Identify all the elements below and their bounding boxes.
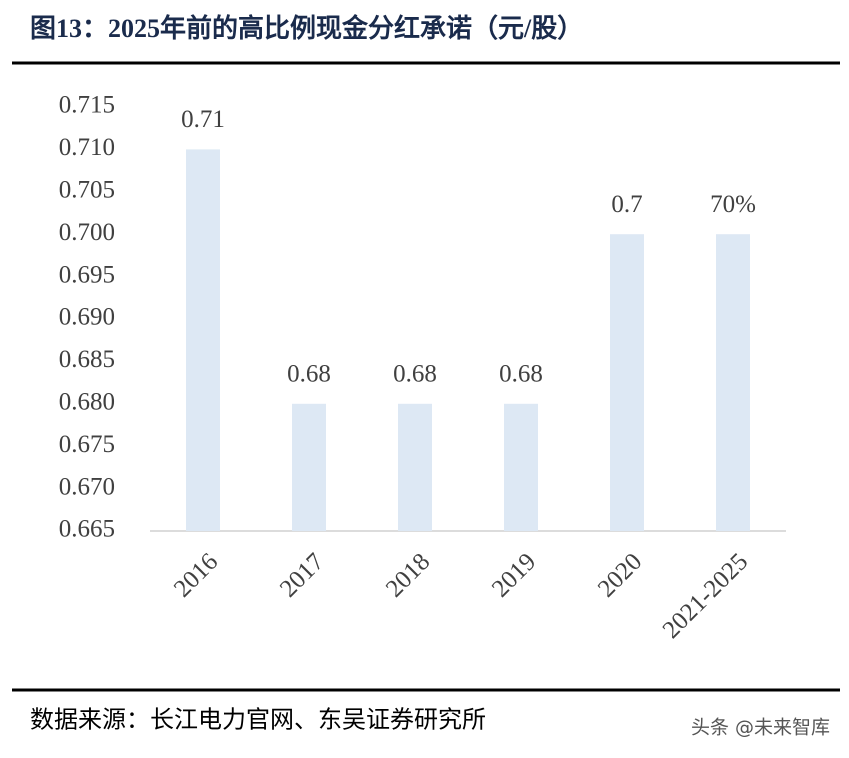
watermark: 头条 @未来智库 — [691, 717, 830, 739]
x-tick-label: 2021-2025 — [658, 548, 754, 644]
y-tick-label: 0.670 — [59, 473, 115, 500]
value-label: 70% — [710, 191, 756, 218]
value-label: 0.7 — [611, 191, 642, 218]
bar — [504, 403, 538, 531]
value-label: 0.71 — [181, 106, 225, 133]
bar — [292, 403, 326, 531]
x-tick-label: 2018 — [381, 548, 435, 602]
y-tick-label: 0.715 — [59, 92, 115, 119]
value-label: 0.68 — [499, 361, 543, 388]
y-tick-label: 0.700 — [59, 219, 115, 246]
bar — [186, 149, 220, 531]
source-note: 数据来源：长江电力官网、东吴证券研究所 — [30, 707, 486, 734]
y-tick-label: 0.695 — [59, 261, 115, 288]
bar — [610, 234, 644, 531]
value-label: 0.68 — [393, 361, 437, 388]
value-label: 0.68 — [287, 361, 331, 388]
y-tick-label: 0.680 — [59, 389, 115, 416]
x-tick-label: 2020 — [593, 548, 647, 602]
bar — [716, 234, 750, 531]
x-tick-label: 2019 — [487, 548, 541, 602]
y-tick-label: 0.690 — [59, 304, 115, 331]
y-tick-label: 0.685 — [59, 346, 115, 373]
y-tick-label: 0.665 — [59, 516, 115, 543]
y-tick-label: 0.705 — [59, 177, 115, 204]
x-tick-label: 2017 — [275, 548, 329, 602]
chart-title: 图13：2025年前的高比例现金分红承诺（元/股） — [30, 13, 583, 43]
y-tick-label: 0.675 — [59, 431, 115, 458]
bar — [398, 403, 432, 531]
y-tick-label: 0.710 — [59, 134, 115, 161]
x-tick-label: 2016 — [169, 548, 223, 602]
